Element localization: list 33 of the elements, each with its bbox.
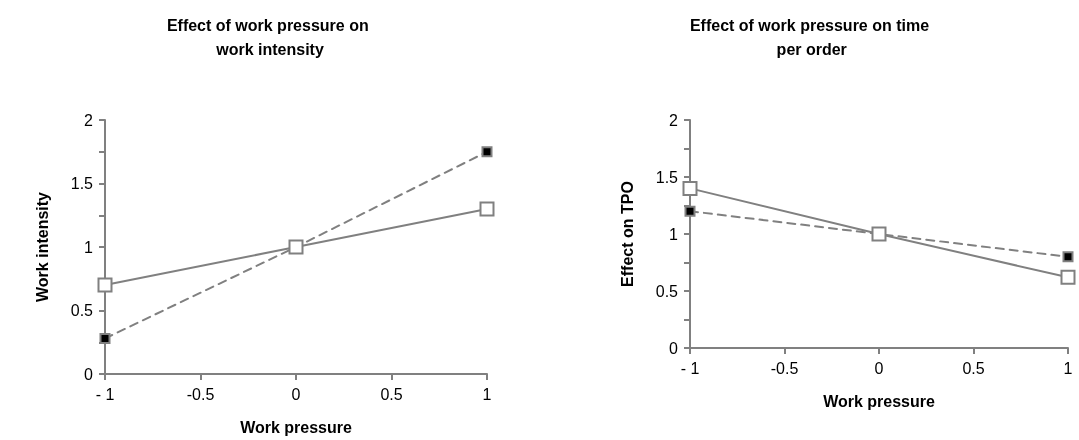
x-tick-label: 0 [291, 385, 301, 403]
x-tick-label: - 1 [680, 359, 700, 377]
y-tick-label: 1.5 [70, 175, 94, 192]
point [682, 180, 698, 196]
y-tick-label: 0 [669, 339, 679, 357]
x-tick-label: -0.5 [186, 385, 215, 403]
x-tick-label: - 1 [95, 385, 115, 403]
y-tick-label: 1 [84, 238, 94, 256]
point [97, 277, 113, 293]
x-tick-label: 1 [1063, 359, 1073, 377]
x-tick-label: 1 [482, 385, 492, 403]
x-tick-label: 0.5 [380, 385, 403, 403]
x-axis-title: Work pressure [823, 392, 935, 410]
y-tick-label: 1 [669, 225, 679, 243]
point [481, 146, 493, 158]
y-tick-label: 0.5 [70, 302, 94, 319]
x-tick-label: 0.5 [962, 359, 985, 377]
chart-title: Effect of work pressure on work intensity [166, 16, 374, 58]
x-tick-label: 0 [874, 359, 884, 377]
point [479, 201, 495, 217]
point [1060, 269, 1076, 285]
y-tick-label: 2 [669, 111, 679, 129]
y-tick-label: 1.5 [655, 168, 679, 186]
y-tick-label: 2 [84, 111, 94, 129]
x-axis-title: Work pressure [240, 418, 352, 436]
chart-title: Effect of work pressure on time per order [689, 16, 930, 58]
y-tick-label: 0.5 [655, 282, 679, 300]
point [1062, 251, 1074, 263]
y-axis-title: Effect on TPO [618, 181, 636, 287]
x-tick-label: -0.5 [770, 359, 799, 377]
point [684, 205, 696, 217]
point [99, 332, 111, 344]
y-axis-title: Work intensity [33, 191, 51, 302]
